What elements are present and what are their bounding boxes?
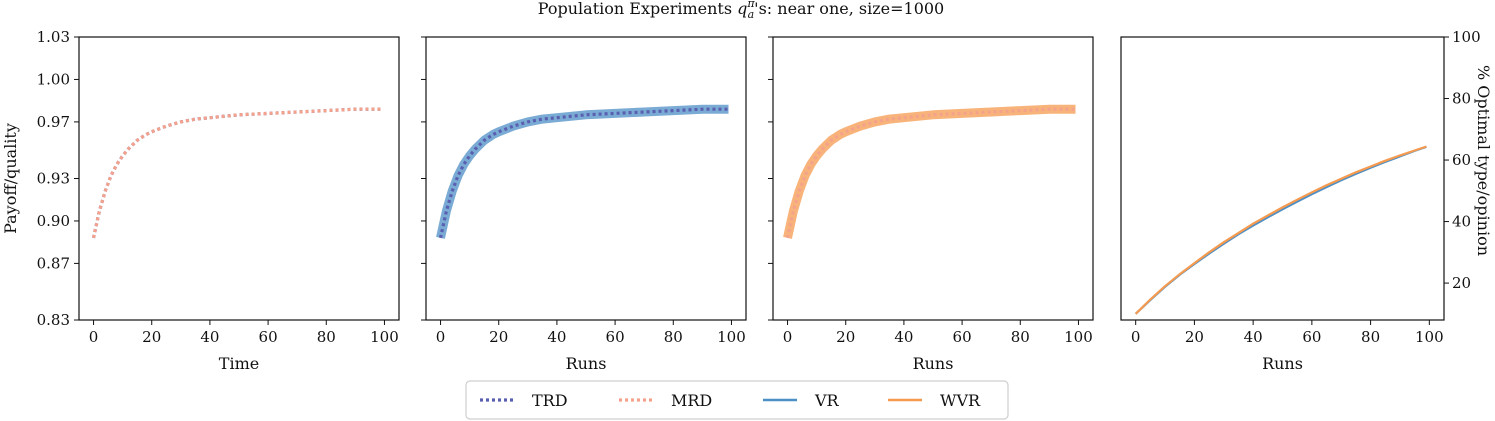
x-axis-label: Runs bbox=[913, 354, 954, 373]
figure-title-text: Population Experiments bbox=[538, 0, 737, 18]
panel-3: 0 20 40 60 80 100 Runs bbox=[768, 36, 1094, 373]
legend-entry-vr: VR bbox=[763, 391, 840, 410]
x-tick-label: 20 bbox=[142, 328, 161, 346]
figure-title-sub: a bbox=[748, 8, 755, 21]
y-tick-label: 40 bbox=[1452, 213, 1471, 231]
legend-label: MRD bbox=[671, 391, 712, 410]
series-line-trd bbox=[91, 107, 382, 239]
x-tick-label: 60 bbox=[259, 328, 278, 346]
figure-title-sup: π bbox=[746, 0, 755, 10]
legend-label: VR bbox=[814, 391, 840, 410]
y-axis-label-right: % Optimal type/opinion bbox=[1474, 65, 1493, 256]
panel-2: 0 20 40 60 80 100 Runs bbox=[421, 36, 747, 373]
legend-entry-wvr: WVR bbox=[888, 391, 981, 410]
y-tick-label: 20 bbox=[1452, 274, 1471, 292]
series-line-mrd bbox=[91, 107, 382, 239]
y-tick-label: 0.90 bbox=[37, 212, 70, 230]
y-tick-label: 1.03 bbox=[37, 28, 70, 46]
panel-3-series bbox=[783, 104, 1076, 239]
x-tick-label: 100 bbox=[1415, 328, 1444, 346]
y-tick-label: 0.97 bbox=[37, 113, 70, 131]
x-tick-label: 80 bbox=[664, 328, 683, 346]
y-tick-label: 0.83 bbox=[37, 311, 70, 329]
series-line-vr bbox=[1134, 145, 1427, 315]
series-line-wvr bbox=[1134, 145, 1427, 315]
x-tick-label: 60 bbox=[606, 328, 625, 346]
x-tick-label: 40 bbox=[547, 328, 566, 346]
x-tick-label: 100 bbox=[370, 328, 399, 346]
x-tick-label: 40 bbox=[200, 328, 219, 346]
figure-title: Population Experiments qπ a's: near one, … bbox=[538, 0, 944, 21]
panel-2-frame bbox=[425, 36, 747, 321]
legend-label: WVR bbox=[940, 391, 981, 410]
x-tick-label: 80 bbox=[317, 328, 336, 346]
y-axis-label: Payoff/quality bbox=[1, 123, 20, 234]
legend-box bbox=[465, 380, 1009, 420]
x-tick-label: 40 bbox=[894, 328, 913, 346]
x-tick-label: 0 bbox=[436, 328, 446, 346]
x-tick-label: 20 bbox=[489, 328, 508, 346]
panel-3-frame bbox=[772, 36, 1094, 321]
y-tick-label: 0.93 bbox=[37, 170, 70, 188]
series-line-wvr bbox=[783, 104, 1076, 239]
figure-title-text-end: 's: near one, size=1000 bbox=[754, 0, 944, 18]
x-tick-label: 0 bbox=[89, 328, 99, 346]
x-tick-label: 60 bbox=[1302, 328, 1321, 346]
series-line-mrd bbox=[785, 107, 1076, 239]
x-axis-label: Runs bbox=[1262, 354, 1303, 373]
x-tick-label: 60 bbox=[953, 328, 972, 346]
x-tick-label: 20 bbox=[1185, 328, 1204, 346]
panel-4-frame bbox=[1120, 36, 1445, 321]
x-tick-label: 40 bbox=[1244, 328, 1263, 346]
panel-1-frame bbox=[78, 36, 400, 321]
series-line-trd bbox=[438, 107, 729, 239]
x-tick-label: 100 bbox=[1064, 328, 1093, 346]
panel-4: 0 20 40 60 80 100 Runs 20 40 60 80 100 % Optimal typ… bbox=[1120, 28, 1493, 373]
y-tick-label: 60 bbox=[1452, 151, 1471, 169]
y-tick-label: 0.87 bbox=[37, 254, 70, 272]
legend-label: TRD bbox=[532, 391, 568, 410]
x-axis-label: Runs bbox=[566, 354, 607, 373]
x-tick-label: 0 bbox=[1131, 328, 1141, 346]
panel-2-series bbox=[436, 104, 729, 239]
x-tick-label: 20 bbox=[836, 328, 855, 346]
x-tick-label: 80 bbox=[1011, 328, 1030, 346]
y-tick-label: 100 bbox=[1452, 28, 1481, 46]
figure-title-q: q bbox=[737, 0, 747, 18]
x-tick-label: 80 bbox=[1361, 328, 1380, 346]
legend: TRD MRD VR WVR bbox=[465, 380, 1009, 420]
legend-entry-mrd: MRD bbox=[619, 391, 712, 410]
panels: 0 20 40 60 80 100 Time 0.83 0.87 0.90 0.93 0.97 1.00… bbox=[1, 28, 1493, 373]
legend-entry-trd: TRD bbox=[480, 391, 568, 410]
panel-1-series bbox=[91, 107, 382, 239]
y-tick-label: 1.00 bbox=[37, 70, 70, 88]
x-tick-label: 0 bbox=[783, 328, 793, 346]
x-axis-label: Time bbox=[219, 354, 259, 373]
panel-4-series bbox=[1134, 145, 1427, 315]
y-tick-label: 80 bbox=[1452, 90, 1471, 108]
panel-1: 0 20 40 60 80 100 Time 0.83 0.87 0.90 0.93 0.97 1.00… bbox=[1, 28, 400, 373]
x-tick-label: 100 bbox=[717, 328, 746, 346]
series-line-vr bbox=[436, 104, 729, 239]
